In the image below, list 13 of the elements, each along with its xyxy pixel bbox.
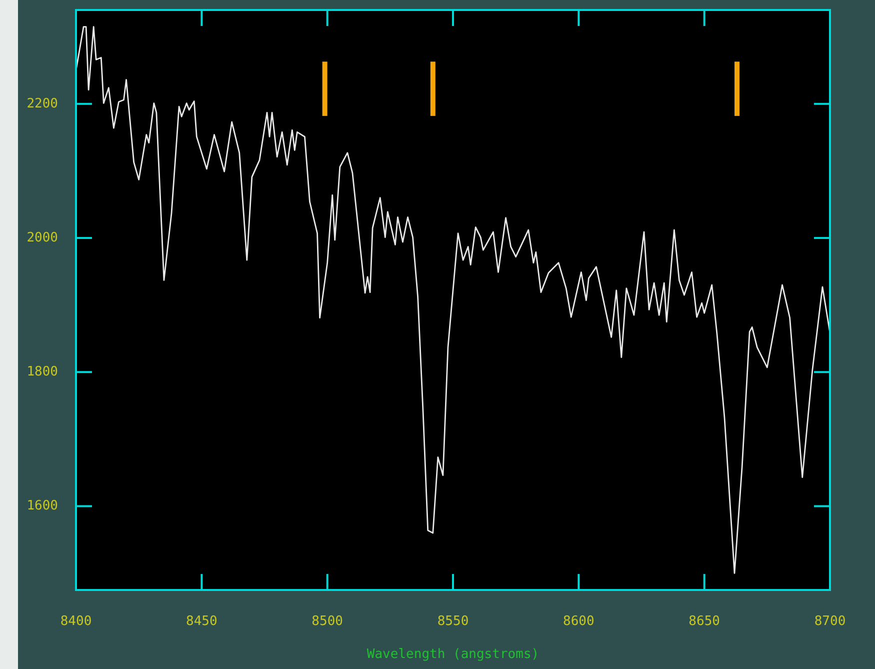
line-series (75, 26, 831, 574)
x-axis-title: Wavelength (angstroms) (366, 647, 540, 662)
x-tick-label: 8450 (186, 614, 218, 629)
x-tick-label: 8550 (437, 614, 469, 629)
x-tick-label: 8500 (312, 614, 343, 629)
x-tick-label: 8400 (60, 614, 92, 629)
y-tick-label: 1600 (26, 498, 58, 514)
x-tick-label: 8650 (688, 614, 720, 629)
x-tick-label: 8700 (814, 614, 846, 629)
y-tick-label: 2200 (26, 96, 58, 112)
y-tick-label: 1800 (26, 364, 58, 380)
x-tick-label: 8600 (563, 614, 594, 629)
y-tick-label: 2000 (26, 230, 58, 246)
